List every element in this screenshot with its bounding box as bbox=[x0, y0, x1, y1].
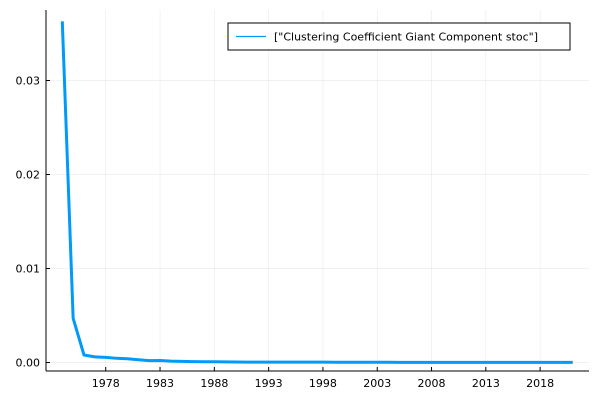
legend-box bbox=[227, 22, 571, 51]
y-tick-label: 0.02 bbox=[16, 169, 41, 182]
series-line-0 bbox=[60, 21, 573, 364]
legend-label: ["Clustering Coefficient Giant Component… bbox=[274, 31, 538, 44]
y-tick-label: 0.01 bbox=[16, 263, 41, 276]
x-tick-label: 1988 bbox=[200, 377, 228, 390]
x-tick-label: 1998 bbox=[309, 377, 337, 390]
x-tick-label: 1993 bbox=[255, 377, 283, 390]
y-tick-label: 0.03 bbox=[16, 75, 41, 88]
x-tick-label: 2003 bbox=[363, 377, 391, 390]
tick-labels: 1978 1983 1988 1993 1998 2003 2008 2013 2018 0.00… bbox=[16, 75, 555, 390]
y-tick-label: 0.00 bbox=[16, 357, 41, 370]
x-tick-label: 1983 bbox=[146, 377, 174, 390]
series-layer bbox=[60, 21, 573, 364]
x-tick-label: 2013 bbox=[472, 377, 500, 390]
x-tick-label: 2018 bbox=[526, 377, 554, 390]
axes bbox=[45, 10, 589, 372]
x-tick-label: 1978 bbox=[92, 377, 120, 390]
x-tick-label: 2008 bbox=[418, 377, 446, 390]
legend: ["Clustering Coefficient Giant Component… bbox=[227, 22, 571, 51]
